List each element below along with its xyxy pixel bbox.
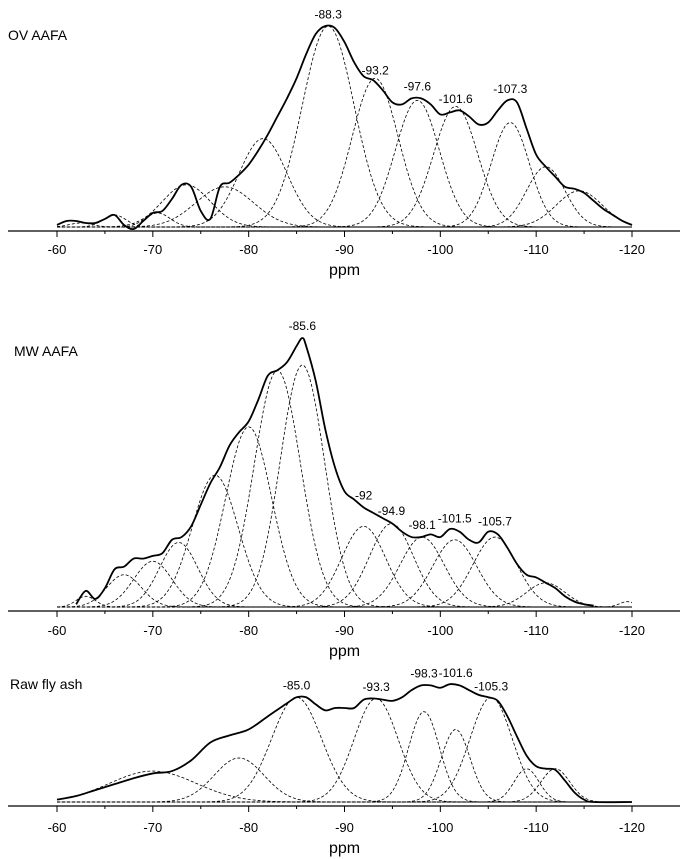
component-fit-curve [57, 536, 632, 608]
spectrum-panel: -60 -70 -80 -90 -100 -110 -120 ppm OV AAFA -88.3 -… [8, 8, 680, 279]
peak-label: -105.3 [474, 679, 508, 693]
component-fit-curve [57, 100, 632, 228]
x-tick-label: -80 [239, 623, 258, 638]
component-fit-curve [57, 166, 632, 228]
x-tick-label: -120 [619, 242, 645, 257]
component-fit-curve [57, 696, 632, 803]
panel-label: MW AAFA [14, 343, 78, 359]
component-fit-curve [56, 595, 632, 608]
panel-label: Raw fly ash [10, 676, 82, 692]
x-tick-label: -100 [427, 820, 453, 835]
panel-label: OV AAFA [8, 27, 68, 43]
component-fit-curve [57, 539, 632, 608]
component-fit-curve [57, 525, 632, 608]
peak-label: -98.1 [408, 518, 436, 532]
x-tick-label: -110 [524, 623, 549, 638]
peak-label: -93.2 [361, 63, 389, 77]
component-fit-curve [57, 536, 632, 608]
x-tick-label: -100 [427, 242, 453, 257]
peak-label: -92 [355, 488, 373, 502]
x-tick-label: -110 [524, 242, 549, 257]
x-tick-label: -120 [619, 623, 645, 638]
x-tick-label: -80 [239, 820, 258, 835]
experimental-spectrum [75, 337, 594, 607]
x-tick-label: -70 [143, 242, 162, 257]
peak-label: -93.3 [362, 680, 390, 694]
x-tick-label: -70 [143, 623, 162, 638]
x-tick-label: -60 [48, 242, 67, 257]
peak-label: -101.6 [439, 92, 473, 106]
peak-label: -101.5 [438, 511, 472, 525]
x-tick-label: -90 [335, 242, 354, 257]
peak-label: -85.0 [283, 678, 311, 692]
x-axis-title: ppm [329, 262, 360, 279]
component-fit-curve [57, 711, 632, 803]
peak-label: -94.9 [378, 504, 406, 518]
spectrum-panel: -60 -70 -80 -90 -100 -110 -120 ppm MW AAFA -85.6 -… [8, 319, 680, 660]
component-fit-curve [57, 729, 632, 803]
x-axis-title: ppm [329, 840, 360, 857]
spectrum-panel: -60 -70 -80 -90 -100 -110 -120 ppm Raw fly ash -8… [8, 666, 680, 857]
component-fit-curve [57, 364, 632, 608]
component-fit-curve [57, 122, 632, 228]
component-fit-curve [57, 696, 632, 803]
x-tick-label: -120 [619, 820, 645, 835]
component-fit-curve [57, 474, 632, 608]
component-fit-curve [57, 25, 632, 228]
x-tick-label: -60 [48, 623, 67, 638]
x-tick-label: -80 [239, 242, 258, 257]
x-tick-label: -90 [335, 623, 354, 638]
x-axis-title: ppm [329, 643, 360, 660]
x-tick-label: -110 [524, 820, 549, 835]
x-tick-label: -70 [143, 820, 162, 835]
peak-label: -107.3 [493, 82, 527, 96]
peak-label: -97.6 [404, 79, 432, 93]
peak-label: -85.6 [289, 319, 317, 333]
peak-label: -101.6 [439, 666, 473, 680]
component-fit-curve [57, 190, 633, 228]
component-fit-curve [57, 426, 632, 608]
component-fit-curve [57, 369, 632, 608]
component-fit-curve [57, 698, 632, 803]
peak-label: -105.7 [478, 515, 512, 529]
component-fit-curve [57, 523, 632, 608]
peak-label: -88.3 [315, 8, 343, 22]
x-tick-label: -100 [427, 623, 453, 638]
experimental-spectrum [56, 683, 633, 804]
component-fit-curve [57, 138, 632, 228]
x-tick-label: -90 [335, 820, 354, 835]
component-fit-curve [57, 768, 632, 803]
experimental-spectrum [56, 24, 633, 231]
component-fit-curve [57, 601, 633, 608]
x-tick-label: -60 [48, 820, 67, 835]
component-fit-curve [57, 77, 632, 228]
peak-label: -98.3 [410, 666, 438, 680]
component-fit-curve [57, 582, 632, 608]
